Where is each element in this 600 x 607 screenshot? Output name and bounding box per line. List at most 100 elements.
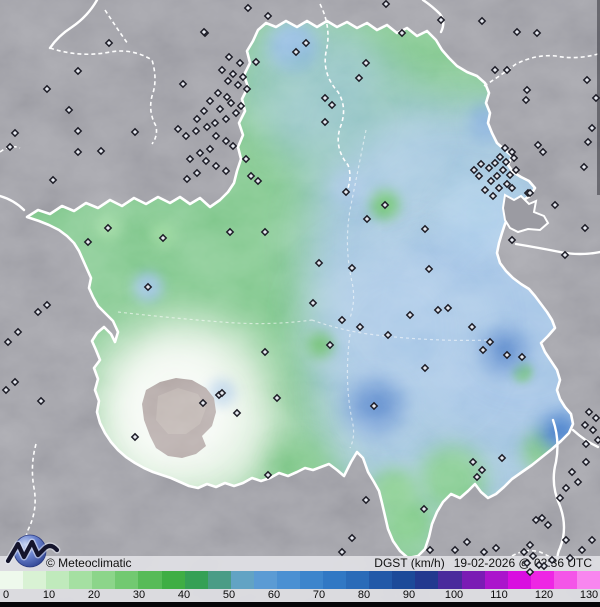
station-marker[interactable]	[522, 85, 532, 95]
station-marker[interactable]	[490, 158, 500, 168]
station-marker[interactable]	[582, 75, 592, 85]
station-marker[interactable]	[492, 171, 502, 181]
station-marker[interactable]	[130, 432, 140, 442]
station-marker[interactable]	[217, 65, 227, 75]
station-marker[interactable]	[420, 224, 430, 234]
station-marker[interactable]	[191, 126, 201, 136]
station-marker[interactable]	[243, 3, 253, 13]
station-marker[interactable]	[561, 483, 571, 493]
station-marker[interactable]	[547, 555, 557, 565]
station-marker[interactable]	[478, 345, 488, 355]
station-marker[interactable]	[260, 347, 270, 357]
station-marker[interactable]	[217, 388, 227, 398]
station-marker[interactable]	[560, 250, 570, 260]
station-marker[interactable]	[525, 540, 535, 550]
station-marker[interactable]	[181, 131, 191, 141]
station-marker[interactable]	[381, 0, 391, 9]
station-marker[interactable]	[467, 322, 477, 332]
station-marker[interactable]	[484, 163, 494, 173]
station-marker[interactable]	[531, 515, 541, 525]
station-marker[interactable]	[509, 153, 519, 163]
station-marker[interactable]	[205, 96, 215, 106]
station-marker[interactable]	[42, 300, 52, 310]
station-marker[interactable]	[587, 535, 597, 545]
station-marker[interactable]	[211, 131, 221, 141]
station-marker[interactable]	[347, 533, 357, 543]
station-marker[interactable]	[173, 124, 183, 134]
station-marker[interactable]	[83, 237, 93, 247]
station-marker[interactable]	[192, 114, 202, 124]
station-marker[interactable]	[436, 15, 446, 25]
station-marker[interactable]	[450, 545, 460, 555]
station-marker[interactable]	[73, 126, 83, 136]
station-marker[interactable]	[199, 106, 209, 116]
station-marker[interactable]	[580, 223, 590, 233]
station-marker[interactable]	[241, 154, 251, 164]
station-marker[interactable]	[221, 114, 231, 124]
station-marker[interactable]	[380, 200, 390, 210]
station-marker[interactable]	[103, 223, 113, 233]
station-marker[interactable]	[354, 73, 364, 83]
station-marker[interactable]	[210, 118, 220, 128]
station-marker[interactable]	[325, 340, 335, 350]
station-marker[interactable]	[224, 52, 234, 62]
station-marker[interactable]	[580, 420, 590, 430]
station-marker[interactable]	[494, 183, 504, 193]
station-marker[interactable]	[361, 58, 371, 68]
station-marker[interactable]	[490, 65, 500, 75]
station-marker[interactable]	[1, 385, 11, 395]
station-marker[interactable]	[327, 100, 337, 110]
station-marker[interactable]	[195, 148, 205, 158]
station-marker[interactable]	[517, 352, 527, 362]
station-marker[interactable]	[480, 185, 490, 195]
station-marker[interactable]	[211, 161, 221, 171]
station-marker[interactable]	[232, 408, 242, 418]
station-marker[interactable]	[215, 104, 225, 114]
station-marker[interactable]	[419, 504, 429, 514]
station-marker[interactable]	[199, 27, 209, 37]
station-marker[interactable]	[420, 363, 430, 373]
station-marker[interactable]	[355, 322, 365, 332]
station-marker[interactable]	[242, 84, 252, 94]
station-marker[interactable]	[96, 146, 106, 156]
station-marker[interactable]	[472, 472, 482, 482]
station-marker[interactable]	[507, 235, 517, 245]
station-marker[interactable]	[13, 327, 23, 337]
station-marker[interactable]	[502, 65, 512, 75]
station-marker[interactable]	[502, 179, 512, 189]
station-marker[interactable]	[223, 76, 233, 86]
station-marker[interactable]	[501, 157, 511, 167]
station-marker[interactable]	[507, 183, 517, 193]
station-marker[interactable]	[581, 439, 591, 449]
station-marker[interactable]	[511, 165, 521, 175]
station-marker[interactable]	[73, 147, 83, 157]
station-marker[interactable]	[495, 152, 505, 162]
station-marker[interactable]	[525, 567, 535, 577]
station-marker[interactable]	[225, 227, 235, 237]
station-marker[interactable]	[5, 142, 15, 152]
station-marker[interactable]	[507, 147, 517, 157]
station-marker[interactable]	[143, 282, 153, 292]
station-marker[interactable]	[477, 465, 487, 475]
station-marker[interactable]	[192, 168, 202, 178]
station-marker[interactable]	[479, 547, 489, 557]
station-marker[interactable]	[231, 108, 241, 118]
station-marker[interactable]	[468, 457, 478, 467]
station-marker[interactable]	[476, 159, 486, 169]
station-marker[interactable]	[533, 140, 543, 150]
station-marker[interactable]	[10, 377, 20, 387]
station-marker[interactable]	[251, 57, 261, 67]
station-marker[interactable]	[291, 47, 301, 57]
station-marker[interactable]	[253, 176, 263, 186]
station-marker[interactable]	[48, 175, 58, 185]
station-marker[interactable]	[550, 200, 560, 210]
station-marker[interactable]	[263, 470, 273, 480]
station-marker[interactable]	[263, 11, 273, 21]
station-marker[interactable]	[565, 553, 575, 563]
station-marker[interactable]	[433, 305, 443, 315]
station-marker[interactable]	[347, 263, 357, 273]
station-marker[interactable]	[425, 545, 435, 555]
station-marker[interactable]	[320, 117, 330, 127]
station-marker[interactable]	[555, 493, 565, 503]
station-marker[interactable]	[424, 264, 434, 274]
